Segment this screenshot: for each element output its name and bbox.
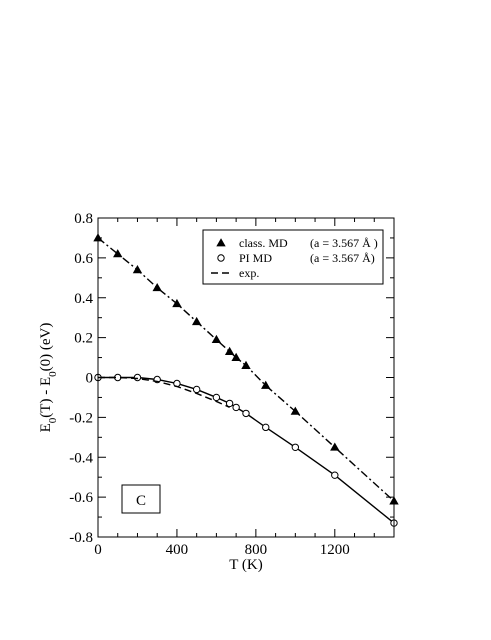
circle-marker	[291, 443, 300, 451]
legend-entry: PI MD (a = 3.567 Å)	[217, 251, 375, 265]
triangle-marker	[261, 380, 271, 389]
circle-marker	[217, 254, 225, 262]
legend-annotation: (a = 3.567 Å )	[310, 236, 378, 250]
circle-marker	[212, 393, 221, 402]
x-tick-label: 400	[166, 542, 189, 558]
legend-annotation: (a = 3.567 Å)	[310, 251, 375, 265]
panel-label-frame	[121, 484, 161, 514]
triangle-marker	[132, 265, 143, 274]
y-tick-label: -0.4	[69, 450, 93, 466]
circle-marker	[133, 373, 142, 382]
series-pi-md	[94, 373, 398, 527]
legend-label: exp.	[239, 266, 259, 280]
circle-marker	[225, 399, 234, 408]
triangle-marker	[330, 442, 340, 451]
triangle-marker	[113, 249, 123, 258]
x-axis-label: T (K)	[229, 557, 262, 573]
circle-marker	[331, 471, 339, 479]
series-class-md	[93, 233, 399, 505]
y-tick-label: 0.2	[74, 331, 93, 347]
series-line	[98, 376, 230, 409]
triangle-marker	[216, 238, 226, 247]
triangle-marker	[211, 334, 222, 344]
y-tick-label: -0.2	[69, 410, 93, 426]
circle-marker	[232, 403, 240, 412]
triangle-marker	[224, 346, 235, 355]
y-axis-ticks: 0.8 0.6 0.4 0.2 0 -0.2 -0.4 -0.6 -0.8	[69, 211, 394, 546]
y-tick-label: 0.8	[74, 211, 93, 227]
triangle-marker	[231, 352, 241, 361]
y-tick-label: -0.6	[69, 490, 93, 506]
series-layer	[93, 233, 399, 527]
circle-marker	[192, 385, 201, 394]
triangle-marker	[152, 282, 162, 292]
legend-frame	[202, 229, 384, 285]
y-tick-label: 0	[86, 371, 94, 387]
triangle-marker	[241, 360, 251, 369]
series-exp-	[98, 376, 230, 409]
x-tick-label: 1200	[320, 542, 350, 558]
x-axis-ticks: 0 400 800 1200	[94, 218, 395, 558]
y-tick-label: -0.8	[69, 530, 93, 546]
x-tick-label: 0	[94, 542, 102, 558]
legend-label: class. MD	[239, 236, 288, 250]
legend-entry: exp.	[211, 266, 259, 280]
panel-label: C	[136, 493, 146, 509]
triangle-marker	[172, 298, 182, 308]
legend: class. MD (a = 3.567 Å ) PI MD (a = 3.567 Å…	[202, 229, 384, 285]
triangle-marker	[290, 406, 301, 415]
panel-label-box: C	[121, 484, 161, 514]
y-tick-label: 0.4	[74, 291, 93, 307]
y-tick-label: 0.6	[74, 251, 93, 267]
y-axis-label: E0(T) - E0(0) (eV)	[38, 323, 59, 433]
x-tick-label: 800	[245, 542, 268, 558]
triangle-marker	[191, 316, 202, 326]
circle-marker	[262, 423, 270, 432]
circle-marker	[242, 409, 250, 418]
legend-entry: class. MD (a = 3.567 Å )	[216, 236, 378, 250]
legend-label: PI MD	[239, 251, 272, 265]
